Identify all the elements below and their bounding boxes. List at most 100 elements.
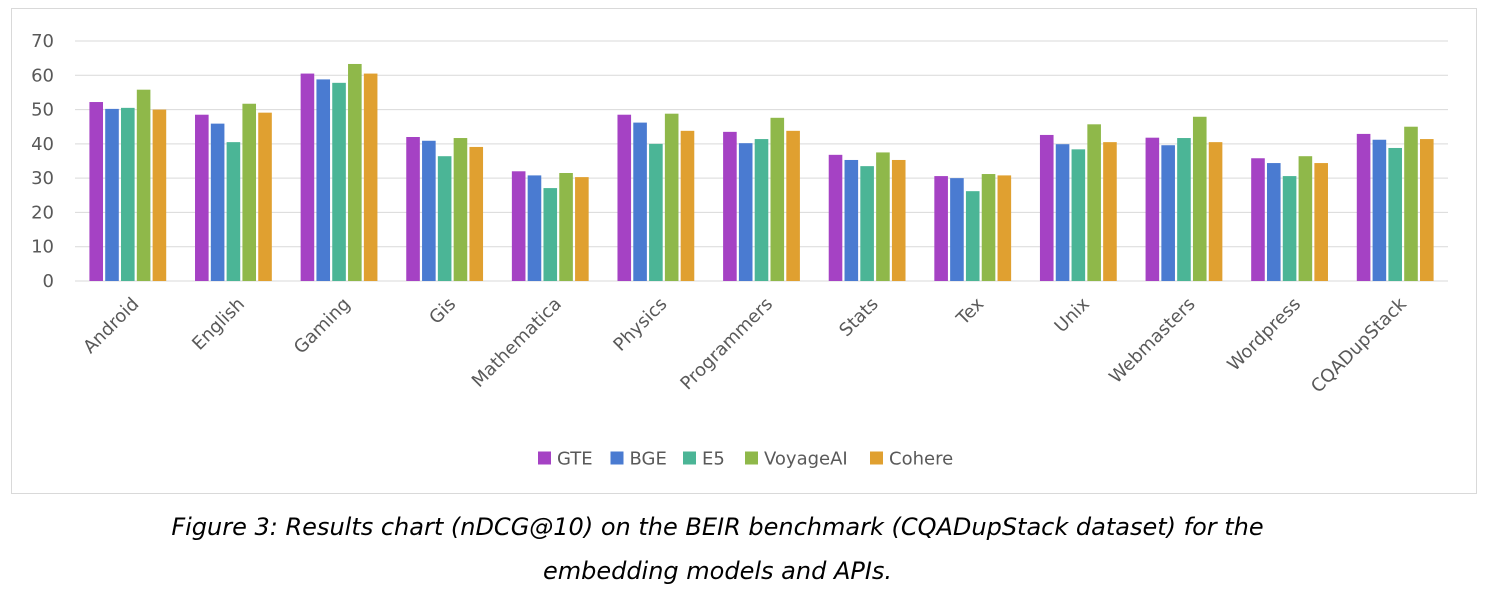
bar-e5-webmasters [1177,138,1191,281]
bar-bge-android [105,108,119,281]
x-tick-label: Stats [835,294,882,341]
legend-label-e5: E5 [702,449,725,470]
bar-cohere-english [258,112,272,281]
x-tick-label: Gis [425,294,460,329]
bar-cohere-mathematica [575,177,589,281]
y-tick-label: 40 [31,134,54,155]
caption-line-2: embedding models and APIs. [542,557,893,585]
bar-cohere-cqadupstack [1419,139,1434,281]
legend-swatch-voyageai [745,451,758,465]
bar-bge-wordpress [1266,163,1281,281]
bar-bge-webmasters [1161,145,1175,281]
bar-cohere-android [152,109,167,281]
bar-cohere-webmasters [1208,142,1223,281]
x-tick-label: CQADupStack [1307,293,1411,397]
legend-swatch-e5 [683,451,696,465]
bar-voyageai-english [242,103,257,282]
bar-bge-cqadupstack [1372,139,1387,281]
legend: GTE BGE E5 VoyageAI Cohere [538,449,953,470]
bar-e5-unix [1071,149,1086,281]
bar-voyageai-stats [876,152,890,281]
x-tick-label: Webmasters [1105,294,1199,388]
bar-voyageai-android [136,89,151,281]
bar-gte-webmasters [1145,137,1160,281]
caption-line-1: Figure 3: Results chart (nDCG@10) on the… [171,513,1264,541]
bar-voyageai-tex [981,174,996,281]
bar-gte-cqadupstack [1356,133,1371,281]
bar-cohere-gaming [363,73,378,281]
bar-gte-mathematica [511,171,526,281]
bar-voyageai-physics [664,113,679,281]
bar-gte-english [195,114,209,282]
figure-caption: Figure 3: Results chart (nDCG@10) on the… [0,505,1435,593]
bar-voyageai-mathematica [559,173,573,281]
bar-gte-android [89,102,104,281]
bar-bge-mathematica [527,175,542,281]
bar-e5-gis [437,156,452,281]
bar-gte-gaming [300,73,315,281]
legend-label-gte: GTE [557,449,593,470]
x-tick-label: Unix [1051,293,1095,337]
bar-bge-unix [1055,144,1070,281]
bar-e5-stats [860,166,874,281]
bar-voyageai-gaming [348,63,362,281]
bar-cohere-physics [680,130,695,281]
bar-e5-programmers [754,139,769,281]
x-tick-label: Physics [609,294,671,356]
x-tick-label: Programmers [676,294,777,395]
bar-voyageai-webmasters [1192,116,1207,282]
y-tick-label: 0 [43,271,54,292]
bar-bge-programmers [738,143,753,281]
bar-bge-gis [422,140,436,281]
bar-gte-tex [934,176,948,281]
legend-swatch-bge [610,451,624,465]
legend-label-cohere: Cohere [889,449,953,470]
x-tick-label: Tex [952,293,989,330]
bar-e5-gaming [332,82,346,281]
bar-e5-mathematica [543,188,558,281]
bar-voyageai-cqadupstack [1404,126,1418,282]
legend-label-voyageai: VoyageAI [764,449,848,470]
bar-gte-physics [617,114,632,282]
legend-swatch-gte [538,451,551,465]
bar-gte-gis [406,137,420,281]
x-tick-label: Mathematica [468,294,566,392]
bar-cohere-wordpress [1314,163,1328,281]
legend-swatch-cohere [870,451,883,465]
bar-voyageai-wordpress [1298,156,1313,281]
bar-e5-physics [649,143,663,281]
y-tick-label: 20 [31,202,54,223]
x-tick-label: Wordpress [1223,294,1305,376]
bar-bge-gaming [316,79,331,282]
bar-cohere-programmers [786,130,800,281]
bar-voyageai-gis [453,138,468,281]
bar-chart: 0 10 20 30 40 50 60 70 Android English Gaming Gis M… [31,31,1448,470]
bars [89,63,1434,282]
bar-e5-english [226,142,241,281]
chart-area: 0 10 20 30 40 50 60 70 Android English Gaming Gis M… [11,8,1477,494]
bar-bge-physics [633,122,647,281]
bar-cohere-stats [891,159,906,281]
bar-e5-android [121,107,135,281]
bar-voyageai-unix [1087,124,1101,281]
y-axis-tick-labels: 0 10 20 30 40 50 60 70 [31,31,54,292]
bar-gte-wordpress [1251,158,1265,281]
bar-e5-tex [965,191,980,281]
bar-gte-unix [1039,134,1054,281]
bar-gte-stats [828,154,843,281]
y-tick-label: 10 [31,237,54,258]
bar-bge-english [210,123,225,281]
bar-e5-wordpress [1282,176,1297,281]
bar-e5-cqadupstack [1388,147,1402,281]
bar-cohere-gis [469,146,484,281]
x-axis-tick-labels: Android English Gaming Gis Mathematica Physic… [79,293,1411,397]
legend-label-bge: BGE [630,449,667,470]
bar-voyageai-programmers [770,117,785,281]
y-tick-label: 50 [31,100,54,121]
bar-cohere-unix [1103,142,1117,281]
bar-bge-stats [844,159,859,281]
x-tick-label: English [188,294,249,355]
y-tick-label: 60 [31,65,54,86]
y-tick-label: 70 [31,31,54,52]
bar-cohere-tex [997,175,1012,281]
